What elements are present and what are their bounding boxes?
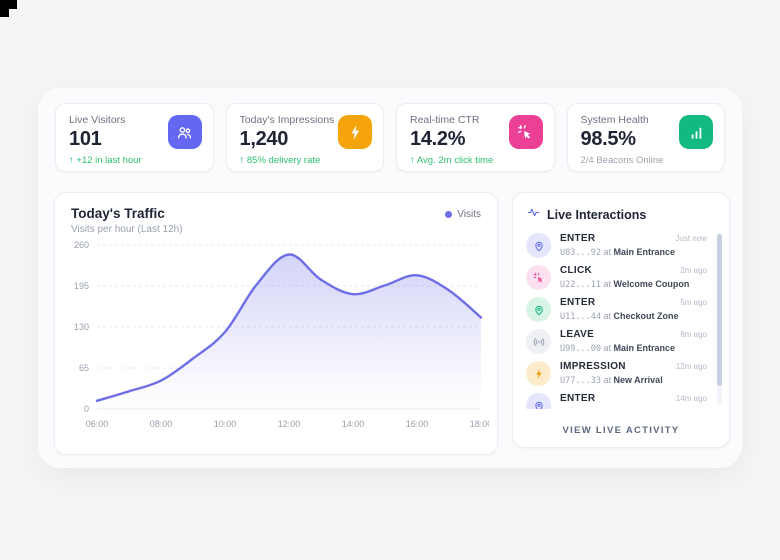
interaction-action: ENTER bbox=[560, 297, 596, 308]
interaction-action: LEAVE bbox=[560, 329, 595, 340]
interaction-list-item: LEAVE U99...00 at Main Entrance 8m ago bbox=[526, 329, 707, 354]
interaction-timestamp: 12m ago bbox=[675, 362, 707, 371]
cursor-click-icon bbox=[526, 265, 551, 290]
x-axis-tick: 06:00 bbox=[86, 419, 109, 429]
users-icon bbox=[167, 115, 202, 149]
lightning-icon bbox=[338, 115, 372, 149]
y-axis-tick: 65 bbox=[79, 363, 89, 373]
lightning-icon bbox=[526, 361, 551, 386]
stat-card: Live Visitors 101 ↑ +12 in last hour bbox=[55, 103, 214, 172]
interaction-detail: U99...00 at Main Entrance bbox=[560, 342, 676, 354]
user-id: U83...92 bbox=[560, 247, 601, 258]
chart-line bbox=[95, 253, 483, 402]
y-axis-tick: 130 bbox=[74, 322, 89, 332]
stat-card: System Health 98.5% 2/4 Beacons Online bbox=[566, 103, 725, 172]
interaction-detail: U22...11 at Welcome Coupon bbox=[560, 278, 690, 290]
scrollbar-thumb[interactable] bbox=[717, 234, 722, 386]
dashboard-panel: Live Visitors 101 ↑ +12 in last hour Tod… bbox=[38, 88, 742, 468]
stat-card: Today's Impressions 1,240 ↑ 85% delivery… bbox=[225, 103, 384, 172]
chart-subtitle: Visits per hour (Last 12h) bbox=[71, 224, 183, 235]
interaction-list-item: ENTER 14m ago bbox=[526, 393, 707, 409]
chart-area bbox=[97, 254, 481, 409]
legend-label: Visits bbox=[457, 209, 481, 220]
x-axis-tick: 14:00 bbox=[342, 419, 365, 429]
interaction-detail: U77...33 at New Arrival bbox=[560, 374, 663, 386]
live-interactions-card: Live Interactions ENTER U83...92 at Main… bbox=[512, 192, 730, 448]
interaction-action: ENTER bbox=[560, 393, 596, 404]
interaction-location: Welcome Coupon bbox=[613, 278, 690, 289]
y-axis-tick: 260 bbox=[74, 240, 89, 250]
scrollbar-track[interactable] bbox=[717, 233, 722, 405]
chart-header: Today's Traffic Visits per hour (Last 12… bbox=[55, 193, 497, 235]
cursor-click-icon bbox=[508, 115, 543, 149]
y-axis-tick: 0 bbox=[84, 404, 89, 414]
interaction-list-item: ENTER U11...44 at Checkout Zone 5m ago bbox=[526, 297, 707, 322]
x-axis-tick: 12:00 bbox=[278, 419, 301, 429]
stat-value: 98.5% bbox=[580, 128, 637, 150]
legend-item-visits[interactable]: Visits bbox=[445, 209, 481, 220]
bar-chart-icon bbox=[679, 115, 713, 149]
up-arrow-icon: ↑ bbox=[239, 155, 245, 166]
stat-delta: ↑ 85% delivery rate bbox=[239, 155, 321, 166]
interaction-list-item: IMPRESSION U77...33 at New Arrival 12m a… bbox=[526, 361, 707, 386]
interaction-list-item: ENTER U83...92 at Main Entrance Just now bbox=[526, 233, 707, 258]
stat-value: 1,240 bbox=[239, 128, 289, 150]
interaction-timestamp: 2m ago bbox=[680, 266, 707, 275]
x-axis-tick: 08:00 bbox=[150, 419, 173, 429]
interaction-timestamp: Just now bbox=[675, 234, 707, 243]
user-id: U11...44 bbox=[560, 311, 601, 322]
stat-value: 14.2% bbox=[410, 128, 466, 150]
y-axis-tick: 195 bbox=[74, 281, 89, 291]
interaction-action: IMPRESSION bbox=[560, 361, 626, 372]
stat-value: 101 bbox=[69, 128, 102, 150]
live-interactions-title: Live Interactions bbox=[547, 208, 647, 222]
user-id: U77...33 bbox=[560, 375, 601, 386]
live-interactions-list: ENTER U83...92 at Main Entrance Just now… bbox=[526, 233, 707, 409]
activity-icon bbox=[527, 206, 540, 224]
interaction-location: Checkout Zone bbox=[613, 310, 679, 321]
user-id: U22...11 bbox=[560, 279, 601, 290]
up-arrow-icon: ↑ bbox=[410, 155, 415, 166]
stat-label: Today's Impressions bbox=[239, 114, 335, 126]
interaction-timestamp: 5m ago bbox=[680, 298, 707, 307]
traffic-chart-card: Today's Traffic Visits per hour (Last 12… bbox=[54, 192, 498, 455]
stat-label: Real-time CTR bbox=[410, 114, 480, 126]
interaction-detail: U83...92 at Main Entrance bbox=[560, 246, 676, 258]
stat-delta: 2/4 Beacons Online bbox=[580, 155, 664, 166]
interaction-location: Main Entrance bbox=[613, 342, 676, 353]
pin-icon bbox=[526, 297, 551, 322]
stat-delta: ↑ Avg. 2m click time bbox=[410, 155, 494, 166]
interaction-location: New Arrival bbox=[613, 374, 663, 385]
screenshot-corner-artifact bbox=[0, 0, 9, 17]
interaction-timestamp: 8m ago bbox=[680, 330, 707, 339]
chart-title: Today's Traffic bbox=[71, 206, 165, 221]
stat-card: Real-time CTR 14.2% ↑ Avg. 2m click time bbox=[396, 103, 555, 172]
stats-row: Live Visitors 101 ↑ +12 in last hour Tod… bbox=[55, 103, 725, 172]
broadcast-icon bbox=[526, 329, 551, 354]
interaction-action: ENTER bbox=[560, 233, 596, 244]
pin-icon bbox=[526, 233, 551, 258]
interaction-detail: U11...44 at Checkout Zone bbox=[560, 310, 679, 322]
traffic-chart: 0 65 130 195 260 06:00 08:00 10:00 12:00 14:00 16:… bbox=[74, 240, 489, 429]
interaction-timestamp: 14m ago bbox=[675, 394, 707, 403]
interaction-action: CLICK bbox=[560, 265, 593, 276]
x-axis-tick: 10:00 bbox=[214, 419, 237, 429]
up-arrow-icon: ↑ bbox=[69, 155, 74, 166]
interaction-location: Main Entrance bbox=[613, 246, 676, 257]
stat-label: Live Visitors bbox=[69, 114, 126, 126]
pin-icon bbox=[526, 393, 551, 409]
x-axis-tick: 18:00 bbox=[470, 419, 489, 429]
user-id: U99...00 bbox=[560, 343, 601, 354]
stat-delta: ↑ +12 in last hour bbox=[69, 155, 142, 166]
interaction-list-item: CLICK U22...11 at Welcome Coupon 2m ago bbox=[526, 265, 707, 290]
x-axis-labels: 06:00 08:00 10:00 12:00 14:00 16:00 18:00 bbox=[86, 419, 489, 429]
view-live-activity-link[interactable]: VIEW LIVE ACTIVITY bbox=[562, 425, 680, 436]
stat-label: System Health bbox=[580, 114, 649, 126]
live-interactions-header: Live Interactions bbox=[513, 193, 729, 224]
legend-dot bbox=[445, 211, 453, 218]
x-axis-tick: 16:00 bbox=[406, 419, 429, 429]
